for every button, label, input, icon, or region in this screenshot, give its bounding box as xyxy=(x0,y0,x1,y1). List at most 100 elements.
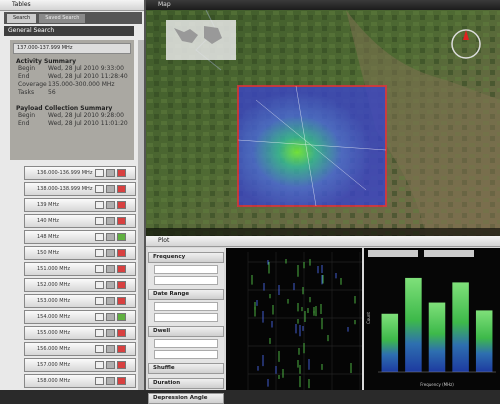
channel-icon xyxy=(106,249,115,257)
channel-icon xyxy=(106,233,115,241)
channel-icon xyxy=(117,345,126,353)
filter-field xyxy=(154,302,218,311)
tab[interactable]: Saved Search xyxy=(39,13,86,23)
channel-icon xyxy=(117,233,126,241)
channel-icon xyxy=(117,265,126,273)
channel-row[interactable]: 155.000 MHz xyxy=(24,326,136,340)
dropdown[interactable] xyxy=(424,250,474,257)
channel-icon xyxy=(95,233,104,241)
channel-icon xyxy=(117,201,126,209)
row-value: Wed, 28 Jul 2010 9:28:00 xyxy=(48,112,124,119)
channel-label: 136.000-136.999 MHz xyxy=(37,170,93,176)
channel-row[interactable]: 154.000 MHz xyxy=(24,310,136,324)
panel-title: Plot xyxy=(146,236,500,247)
row-label: Coverage xyxy=(18,81,47,88)
channel-row[interactable]: 140 MHz xyxy=(24,214,136,228)
channel-icon xyxy=(117,281,126,289)
panel-title: Tables xyxy=(0,0,144,11)
channel-icon xyxy=(95,345,104,353)
channel-row[interactable]: 139 MHz xyxy=(24,198,136,212)
row-label: End xyxy=(18,120,30,127)
overview-land xyxy=(174,26,222,44)
channel-row[interactable]: 156.000 MHz xyxy=(24,342,136,356)
summary-row: Tasks 56 xyxy=(10,89,134,97)
channel-label: 148 MHz xyxy=(37,234,59,240)
row-value: 56 xyxy=(48,89,56,96)
channel-icon xyxy=(95,361,104,369)
row-value: Wed, 28 Jul 2010 9:33:00 xyxy=(48,65,124,72)
compass-needle xyxy=(463,30,469,40)
bar xyxy=(475,310,493,372)
channel-label: 140 MHz xyxy=(37,218,59,224)
channel-icon xyxy=(106,265,115,273)
channel-icon xyxy=(117,217,126,225)
channel-icon xyxy=(95,297,104,305)
channel-label: 139 MHz xyxy=(37,202,59,208)
channel-icon xyxy=(117,313,126,321)
tables-panel: Tables Search Saved Search General Searc… xyxy=(0,0,146,390)
map-panel: Map xyxy=(146,0,500,236)
channel-icon xyxy=(95,281,104,289)
filter-panel: Frequency Date Range Dwell Shuffle Duration D… xyxy=(148,248,224,404)
row-label: Tasks xyxy=(18,89,35,96)
channel-row[interactable]: 158.000 MHz xyxy=(24,374,136,388)
filter-header: Dwell xyxy=(148,326,224,337)
terrain-region xyxy=(346,10,500,236)
dropdown[interactable] xyxy=(368,250,418,257)
channel-icon xyxy=(95,377,104,385)
bar xyxy=(428,302,446,372)
channel-icon xyxy=(95,201,104,209)
overview-map[interactable] xyxy=(166,20,236,60)
filter-field xyxy=(154,276,218,285)
channel-row[interactable]: 152.000 MHz xyxy=(24,278,136,292)
channel-icon xyxy=(117,249,126,257)
search-bar[interactable]: General Search xyxy=(4,26,134,36)
channel-icon xyxy=(95,185,104,193)
plot-background xyxy=(226,248,362,390)
channel-row[interactable]: 157.000 MHz xyxy=(24,358,136,372)
channel-icon xyxy=(106,377,115,385)
row-value: 135.000-300.000 MHz xyxy=(48,81,115,88)
scrollbar[interactable] xyxy=(138,40,144,390)
channel-row[interactable]: 148 MHz xyxy=(24,230,136,244)
channel-row[interactable]: 153.000 MHz xyxy=(24,294,136,308)
channel-label: 152.000 MHz xyxy=(37,282,70,288)
summary-box: 137.000-137.999 MHz Activity Summary Beg… xyxy=(10,40,134,160)
channel-label: 150 MHz xyxy=(37,250,59,256)
channel-icon xyxy=(95,249,104,257)
filter-field xyxy=(154,313,218,322)
waterfall-plot: 07:00:0007:30:0008:00:0008:30:0009:00:00 xyxy=(226,248,362,390)
channel-icon xyxy=(106,201,115,209)
channel-icon xyxy=(106,169,115,177)
section-title: Payload Collection Summary xyxy=(16,105,113,112)
channel-row[interactable]: 136.000-136.999 MHz xyxy=(24,166,136,180)
channel-icon xyxy=(117,361,126,369)
filter-header: Frequency xyxy=(148,252,224,263)
filter-header: Shuffle xyxy=(148,363,224,374)
channel-label: 153.000 MHz xyxy=(37,298,70,304)
section-title: Activity Summary xyxy=(16,58,76,65)
bar xyxy=(452,282,469,372)
channel-select[interactable]: 137.000-137.999 MHz xyxy=(13,43,131,54)
channel-label: 154.000 MHz xyxy=(37,314,70,320)
tab[interactable]: Search xyxy=(7,13,37,23)
filter-header: Duration xyxy=(148,378,224,389)
channel-icon xyxy=(117,377,126,385)
channel-icon xyxy=(95,313,104,321)
channel-icon xyxy=(95,217,104,225)
y-axis-label: Count xyxy=(366,312,371,324)
channel-icon xyxy=(117,297,126,305)
channel-icon xyxy=(95,169,104,177)
channel-icon xyxy=(106,217,115,225)
summary-row: Coverage 135.000-300.000 MHz xyxy=(10,81,134,89)
filter-field xyxy=(154,350,218,359)
filter-header: Depression Angle xyxy=(148,393,224,404)
channel-row[interactable]: 150 MHz xyxy=(24,246,136,260)
channel-row[interactable]: 138.000-138.999 MHz xyxy=(24,182,136,196)
x-axis-label: Frequency (MHz) xyxy=(420,382,454,387)
histogram: Count Frequency (MHz) xyxy=(364,248,500,390)
channel-row[interactable]: 151.000 MHz xyxy=(24,262,136,276)
channel-label: 138.000-138.999 MHz xyxy=(37,186,93,192)
channel-icon xyxy=(106,329,115,337)
plot-panel: Plot Frequency Date Range Dwell Shuffle Dura… xyxy=(146,236,500,404)
